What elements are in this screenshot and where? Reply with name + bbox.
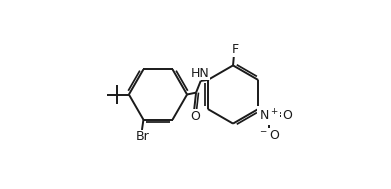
Text: F: F [231,43,239,56]
Text: O: O [282,108,292,122]
Text: Br: Br [135,130,149,143]
Text: O: O [190,110,200,123]
Text: HN: HN [191,67,210,80]
Text: N$^+$: N$^+$ [259,108,278,123]
Text: $^-$O: $^-$O [258,129,281,142]
